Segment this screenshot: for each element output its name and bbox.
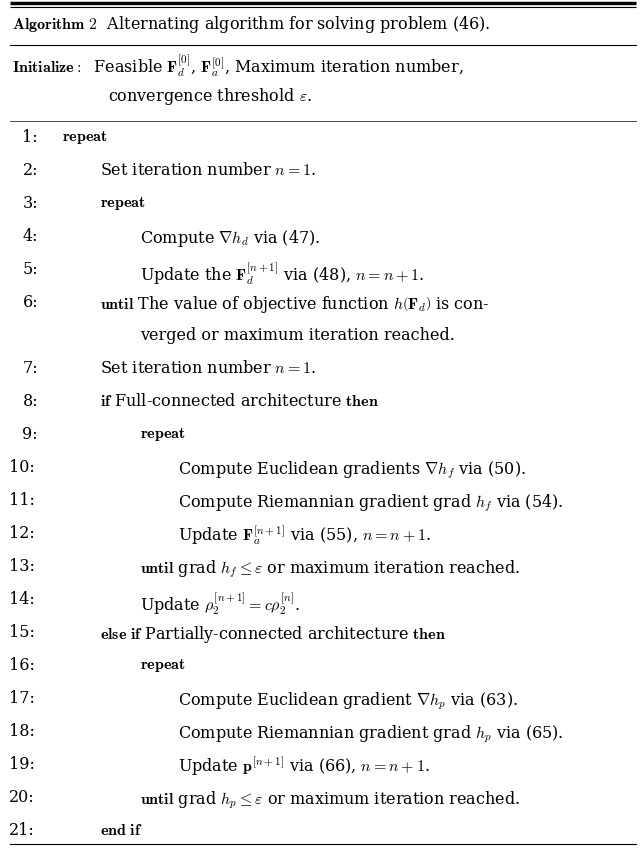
- Text: Set iteration number $n=1$.: Set iteration number $n=1$.: [100, 360, 316, 377]
- Text: Compute $\nabla h_d$ via (47).: Compute $\nabla h_d$ via (47).: [140, 228, 320, 249]
- Text: 13:: 13:: [9, 558, 35, 575]
- Text: Compute Riemannian gradient grad $h_p$ via (65).: Compute Riemannian gradient grad $h_p$ v…: [178, 723, 564, 745]
- Text: 1:: 1:: [22, 129, 38, 146]
- Text: Set iteration number $n=1$.: Set iteration number $n=1$.: [100, 162, 316, 179]
- Text: 20:: 20:: [10, 789, 35, 806]
- Text: 11:: 11:: [9, 492, 35, 509]
- Text: Compute Riemannian gradient grad $h_f$ via (54).: Compute Riemannian gradient grad $h_f$ v…: [178, 492, 563, 514]
- Text: 6:: 6:: [22, 294, 38, 311]
- Text: 18:: 18:: [9, 723, 35, 740]
- Text: 5:: 5:: [22, 261, 38, 278]
- Text: $\mathbf{Initialize:}$  Feasible $\mathbf{F}_d^{[0]}$, $\mathbf{F}_a^{[0]}$, Max: $\mathbf{Initialize:}$ Feasible $\mathbf…: [12, 53, 463, 79]
- Text: $\mathbf{repeat}$: $\mathbf{repeat}$: [62, 129, 108, 146]
- Text: 15:: 15:: [9, 624, 35, 641]
- Text: verged or maximum iteration reached.: verged or maximum iteration reached.: [140, 327, 455, 344]
- Text: 3:: 3:: [22, 195, 38, 212]
- Text: 19:: 19:: [9, 756, 35, 773]
- Text: 2:: 2:: [22, 162, 38, 179]
- Text: 8:: 8:: [22, 393, 38, 410]
- Text: Update $\mathbf{p}^{[n+1]}$ via (66), $n=n+1$.: Update $\mathbf{p}^{[n+1]}$ via (66), $n…: [178, 756, 429, 779]
- Text: Update the $\mathbf{F}_d^{[n+1]}$ via (48), $n=n+1$.: Update the $\mathbf{F}_d^{[n+1]}$ via (4…: [140, 261, 424, 287]
- Text: $\mathbf{until}$ grad $h_p\leq\varepsilon$ or maximum iteration reached.: $\mathbf{until}$ grad $h_p\leq\varepsilo…: [140, 789, 520, 811]
- Text: $\mathbf{until}$ grad $h_f\leq\varepsilon$ or maximum iteration reached.: $\mathbf{until}$ grad $h_f\leq\varepsilo…: [140, 558, 520, 580]
- Text: 9:: 9:: [22, 426, 38, 443]
- Text: 17:: 17:: [9, 690, 35, 707]
- Text: Update $\rho_2^{[n+1]}=c\rho_2^{[n]}$.: Update $\rho_2^{[n+1]}=c\rho_2^{[n]}$.: [140, 591, 300, 616]
- Text: $\mathbf{repeat}$: $\mathbf{repeat}$: [140, 657, 186, 674]
- Text: Compute Euclidean gradients $\nabla h_f$ via (50).: Compute Euclidean gradients $\nabla h_f$…: [178, 459, 526, 481]
- Text: $\mathbf{repeat}$: $\mathbf{repeat}$: [100, 195, 145, 212]
- Text: $\mathbf{end\ if}$: $\mathbf{end\ if}$: [100, 822, 143, 839]
- Text: 16:: 16:: [9, 657, 35, 674]
- Text: $\mathbf{else\ if}$ Partially-connected architecture $\mathbf{then}$: $\mathbf{else\ if}$ Partially-connected …: [100, 624, 446, 645]
- Text: 21:: 21:: [9, 822, 35, 839]
- Text: $\mathbf{repeat}$: $\mathbf{repeat}$: [140, 426, 186, 443]
- Text: convergence threshold $\varepsilon$.: convergence threshold $\varepsilon$.: [108, 86, 312, 107]
- Text: Compute Euclidean gradient $\nabla h_p$ via (63).: Compute Euclidean gradient $\nabla h_p$ …: [178, 690, 518, 711]
- Text: 4:: 4:: [22, 228, 38, 245]
- Text: 12:: 12:: [9, 525, 35, 542]
- Text: 14:: 14:: [9, 591, 35, 608]
- Text: $\mathbf{if}$ Full-connected architecture $\mathbf{then}$: $\mathbf{if}$ Full-connected architectur…: [100, 393, 379, 410]
- Text: Update $\mathbf{F}_a^{[n+1]}$ via (55), $n=n+1$.: Update $\mathbf{F}_a^{[n+1]}$ via (55), …: [178, 525, 431, 548]
- Text: 10:: 10:: [9, 459, 35, 476]
- Text: 7:: 7:: [22, 360, 38, 377]
- Text: $\mathbf{Algorithm\ 2}$  Alternating algorithm for solving problem (46).: $\mathbf{Algorithm\ 2}$ Alternating algo…: [12, 14, 491, 35]
- Text: $\mathbf{until}$ The value of objective function $h\left(\mathbf{F}_d\right)$ is: $\mathbf{until}$ The value of objective …: [100, 294, 490, 315]
